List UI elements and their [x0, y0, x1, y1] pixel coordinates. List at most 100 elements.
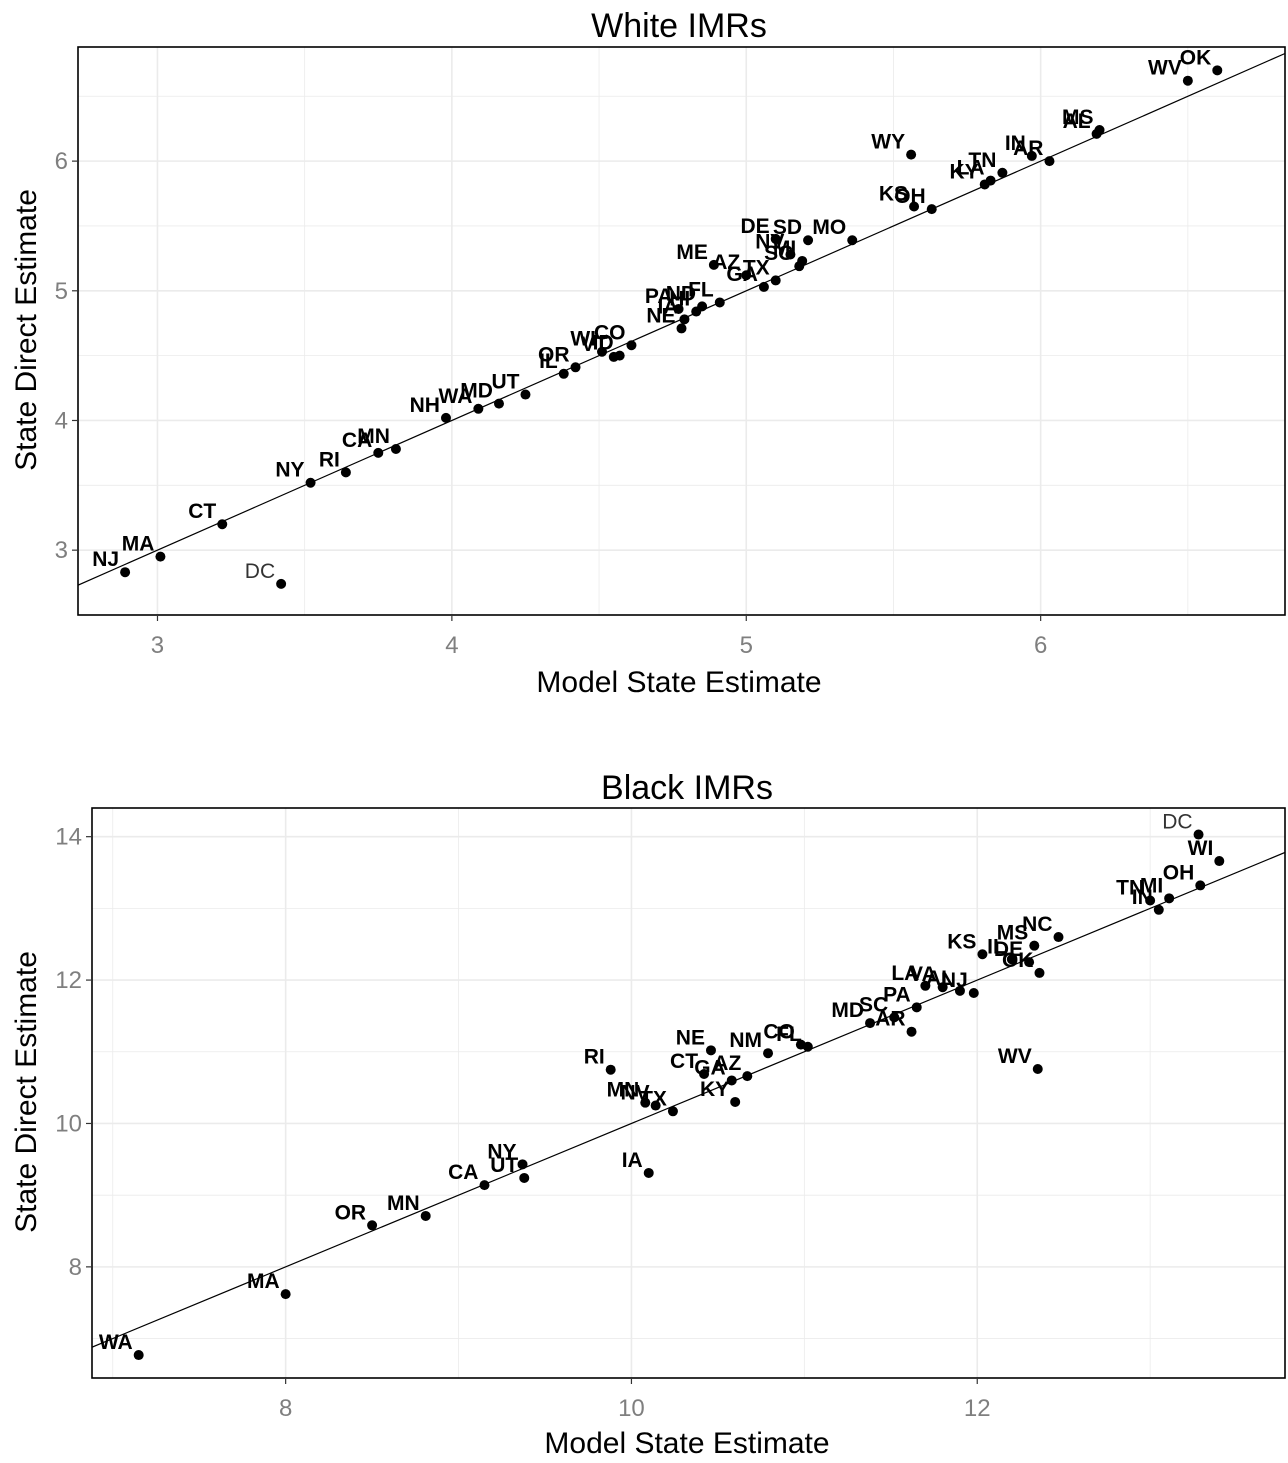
data-point-mo [847, 235, 858, 246]
x-tick-label: 12 [964, 1395, 991, 1422]
axis-ticks: 3 4 5 6 3 4 5 6 [55, 148, 1048, 659]
point-label-tn: TN [1116, 876, 1144, 899]
point-label-de: DE [994, 938, 1023, 961]
point-label-ok: OK [1002, 949, 1034, 972]
point-label-fl: FL [688, 278, 714, 301]
plot-border [77, 46, 1286, 616]
data-point-al [954, 985, 965, 996]
point-label-az: AZ [712, 251, 740, 274]
data-point-ut [519, 1172, 530, 1183]
point-label-md: MD [831, 999, 864, 1022]
x-tick-label: 5 [740, 632, 753, 659]
y-tick-label: 10 [55, 1110, 82, 1137]
point-label-in: IN [1005, 132, 1026, 155]
point-label-nc: NC [1022, 913, 1052, 936]
data-point-il [1006, 954, 1017, 965]
point-label-nd: ND [666, 282, 696, 305]
point-label-dc: DC [245, 560, 275, 583]
point-label-il: IL [539, 350, 558, 373]
point-label-ny: NY [275, 459, 304, 482]
point-label-pa: PA [645, 285, 673, 308]
data-point-il [558, 368, 569, 379]
y-axis-title: State Direct Estimate [10, 189, 43, 471]
point-label-dc: DC [1162, 811, 1192, 834]
y-tick-label: 8 [69, 1254, 82, 1281]
data-point-ri [340, 467, 351, 478]
point-label-tn: TN [968, 149, 996, 172]
point-label-ma: MA [122, 533, 155, 556]
point-label-ky: KY [700, 1078, 729, 1101]
data-point-fl [802, 1041, 813, 1052]
data-point-sc [889, 1012, 900, 1023]
data-point-wy [906, 149, 917, 160]
point-label-al: AL [926, 967, 954, 990]
data-point-la [920, 980, 931, 991]
data-point-pa [911, 1002, 922, 1013]
point-label-or: OR [538, 343, 570, 366]
data-point-ga [726, 1075, 737, 1086]
data-point-or [570, 362, 581, 373]
data-point-wi [597, 346, 608, 357]
point-label-ks: KS [947, 930, 976, 953]
point-label-ct: CT [188, 500, 216, 523]
point-label-nh: NH [410, 394, 440, 417]
data-point-hi [691, 306, 702, 317]
data-point-ky [979, 179, 990, 190]
point-label-ar: AR [875, 1008, 905, 1031]
gridlines [92, 808, 1285, 1378]
data-point-oh [926, 204, 937, 215]
data-point-ny [517, 1159, 528, 1170]
data-point-de [770, 233, 781, 244]
point-label-ct: CT [670, 1050, 698, 1073]
point-label-ga: GA [726, 263, 758, 286]
point-label-mi: MI [773, 237, 796, 260]
point-label-az: AZ [713, 1052, 741, 1075]
point-label-mi: MI [1140, 874, 1163, 897]
chart-title: White IMRs [591, 7, 767, 45]
point-label-wv: WV [1148, 57, 1182, 80]
point-label-mn: MN [357, 425, 390, 448]
data-point-ks [909, 201, 920, 212]
data-point-nm [763, 1048, 774, 1059]
identity-line [78, 52, 1285, 586]
data-point-vt [608, 351, 619, 362]
data-point-ma [280, 1289, 291, 1300]
data-point-nh [440, 412, 451, 423]
y-tick-label: 12 [55, 967, 82, 994]
data-point-or [367, 1220, 378, 1231]
point-label-wy: WY [871, 131, 905, 154]
point-label-ms: MS [997, 922, 1029, 945]
x-tick-label: 3 [151, 632, 164, 659]
point-label-wv: WV [998, 1045, 1032, 1068]
data-point-dc [1193, 829, 1204, 840]
axis-ticks: 8 10 12 8 10 12 14 [55, 824, 990, 1422]
point-label-nj: NJ [92, 548, 119, 571]
data-point-ia [679, 314, 690, 325]
point-label-nv: NV [620, 1082, 649, 1105]
plot-border [91, 807, 1286, 1379]
point-label-mn: MN [387, 1192, 420, 1215]
point-label-pa: PA [883, 983, 911, 1006]
data-point-mn [640, 1097, 651, 1108]
data-point-mn [420, 1210, 431, 1221]
point-label-ca: CA [448, 1161, 478, 1184]
data-point-az [742, 1071, 753, 1082]
data-point-nj [120, 567, 131, 578]
point-label-ga: GA [694, 1056, 726, 1079]
point-label-wi: WI [1188, 837, 1214, 860]
x-tick-label: 8 [279, 1395, 292, 1422]
point-label-oh: OH [1163, 861, 1195, 884]
y-tick-label: 5 [55, 278, 68, 305]
data-point-md [865, 1018, 876, 1029]
point-label-ky: KY [950, 160, 979, 183]
data-point-az [741, 270, 752, 281]
data-point-tx [667, 1106, 678, 1117]
data-point-nj [968, 987, 979, 998]
data-point-ne [676, 323, 687, 334]
data-point-ne [705, 1045, 716, 1056]
data-point-ok [1212, 65, 1223, 76]
data-point-wa [473, 403, 484, 414]
